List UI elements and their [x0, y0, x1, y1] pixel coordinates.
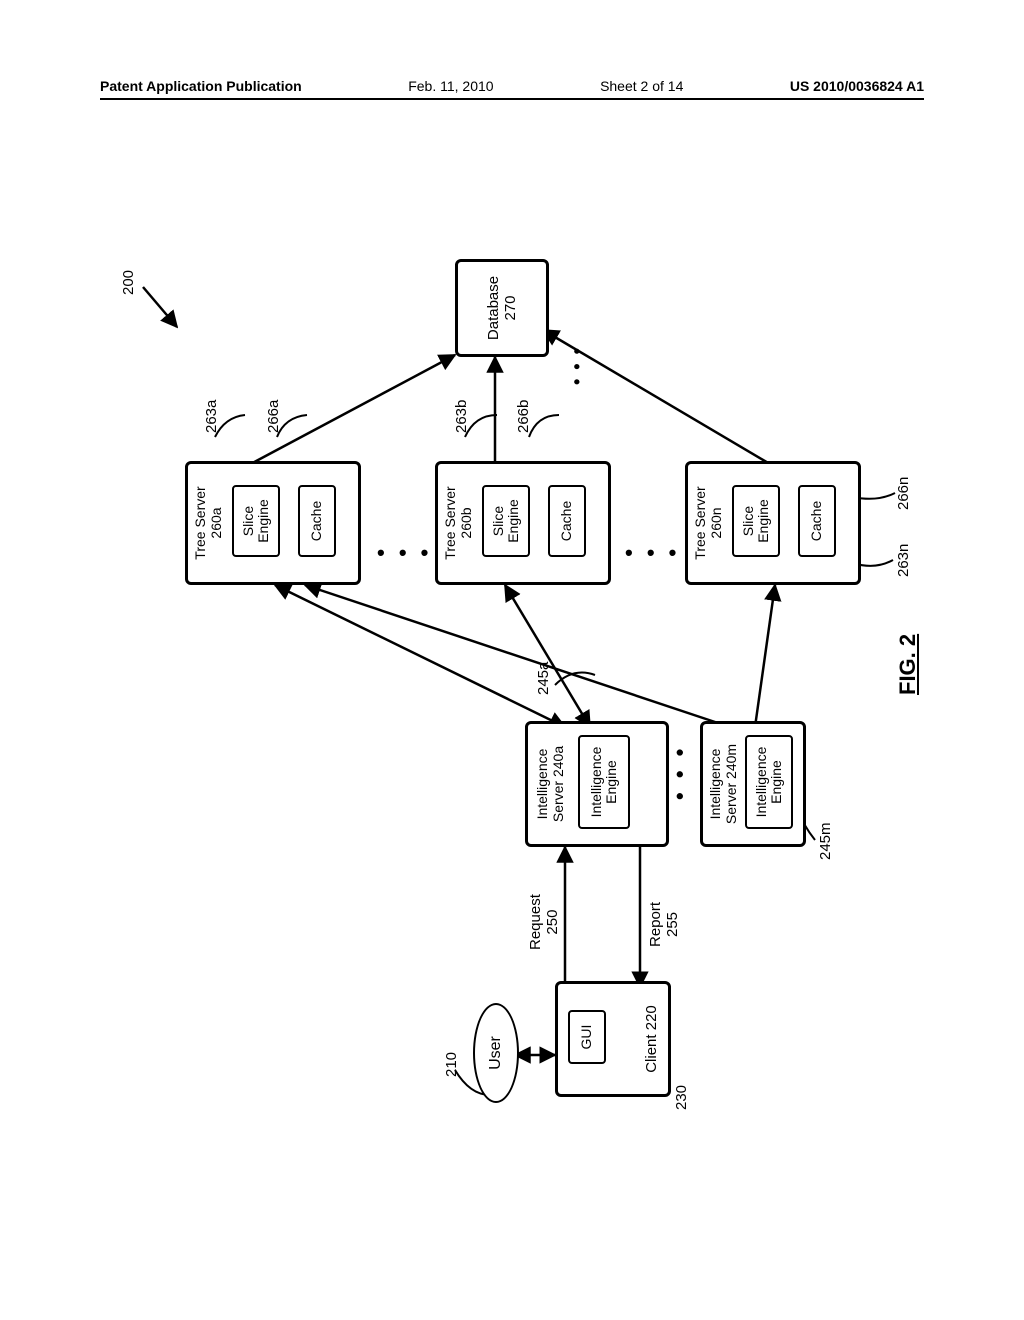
- gui-box: GUI: [568, 1010, 606, 1064]
- ref-200: 200: [120, 270, 137, 295]
- slice-n: Slice Engine: [732, 485, 780, 557]
- page: Patent Application Publication Feb. 11, …: [0, 0, 1024, 1320]
- slice-a-label: Slice Engine: [241, 499, 272, 543]
- gui-label: GUI: [579, 1025, 594, 1050]
- intel-server-m: Intelligence Server 240m Intelligence En…: [700, 721, 806, 847]
- user-label: User: [487, 1036, 505, 1070]
- tree-b-title: Tree Server 260b: [442, 464, 474, 582]
- ref-230: 230: [673, 1085, 690, 1110]
- cache-a: Cache: [298, 485, 336, 557]
- header-date: Feb. 11, 2010: [408, 78, 493, 94]
- tree-server-a: Tree Server 260a Slice Engine Cache: [185, 461, 361, 585]
- ellipsis-intel: • • •: [667, 745, 693, 800]
- ellipsis-db: • • •: [567, 346, 588, 385]
- intel-engine-m: Intelligence Engine: [745, 735, 793, 829]
- header-number: US 2010/0036824 A1: [790, 78, 924, 94]
- ref-245m: 245m: [817, 822, 834, 860]
- intel-engine-m-label: Intelligence Engine: [754, 747, 785, 818]
- intel-server-a: Intelligence Server 240a Intelligence En…: [525, 721, 669, 847]
- header-sheet: Sheet 2 of 14: [600, 78, 683, 94]
- database-box: Database 270: [455, 259, 549, 357]
- cache-n-label: Cache: [809, 501, 824, 541]
- slice-b-label: Slice Engine: [491, 499, 522, 543]
- report-label: Report 255: [647, 902, 681, 947]
- figure-2-diagram: 200 User 210 GUI Client 220 230 Request …: [95, 355, 925, 1015]
- connections: [95, 255, 925, 1115]
- cache-b: Cache: [548, 485, 586, 557]
- ref-266a: 266a: [265, 400, 282, 433]
- user-node: User: [473, 1003, 519, 1103]
- ellipsis-tree-bn: • • •: [625, 540, 680, 566]
- intel-engine-a: Intelligence Engine: [578, 735, 630, 829]
- ref-210: 210: [443, 1052, 460, 1077]
- tree-server-b: Tree Server 260b Slice Engine Cache: [435, 461, 611, 585]
- header-publication: Patent Application Publication: [100, 78, 302, 94]
- ref-266b: 266b: [515, 400, 532, 433]
- ellipsis-tree-ab: • • •: [377, 540, 432, 566]
- tree-n-title: Tree Server 260n: [692, 464, 724, 582]
- page-header: Patent Application Publication Feb. 11, …: [100, 78, 924, 100]
- slice-a: Slice Engine: [232, 485, 280, 557]
- cache-n: Cache: [798, 485, 836, 557]
- slice-b: Slice Engine: [482, 485, 530, 557]
- figure-label: FIG. 2: [895, 634, 921, 695]
- intel-m-title: Intelligence Server 240m: [707, 724, 739, 844]
- client-box: GUI Client 220: [555, 981, 671, 1097]
- cache-a-label: Cache: [309, 501, 324, 541]
- tree-server-n: Tree Server 260n Slice Engine Cache: [685, 461, 861, 585]
- ref-245a: 245a: [535, 662, 552, 695]
- request-label: Request 250: [527, 894, 561, 950]
- ref-266n: 266n: [895, 477, 912, 510]
- ref-263n: 263n: [895, 544, 912, 577]
- tree-a-title: Tree Server 260a: [192, 464, 224, 582]
- intel-a-title: Intelligence Server 240a: [534, 724, 566, 844]
- database-label: Database 270: [485, 276, 520, 340]
- ref-263b: 263b: [453, 400, 470, 433]
- client-label: Client 220: [643, 984, 660, 1094]
- slice-n-label: Slice Engine: [741, 499, 772, 543]
- cache-b-label: Cache: [559, 501, 574, 541]
- ref-263a: 263a: [203, 400, 220, 433]
- intel-engine-a-label: Intelligence Engine: [589, 747, 620, 818]
